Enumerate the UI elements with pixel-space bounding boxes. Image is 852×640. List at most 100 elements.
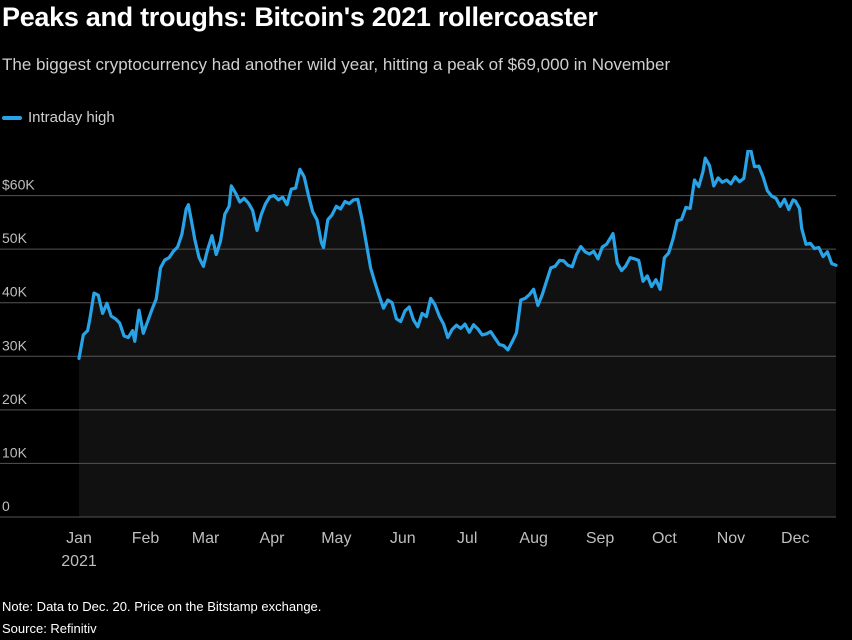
y-tick-label: 50K <box>2 230 28 246</box>
data-point <box>597 258 599 260</box>
data-point <box>322 246 325 249</box>
data-point <box>721 181 724 183</box>
legend-label: Intraday high <box>28 109 115 126</box>
x-tick-label: May <box>321 530 351 547</box>
data-point <box>489 330 492 333</box>
data-point <box>260 213 263 216</box>
y-tick-label: 30K <box>2 337 28 353</box>
data-point <box>698 185 700 188</box>
data-point <box>185 208 187 210</box>
data-point <box>273 194 275 197</box>
data-point <box>730 183 732 185</box>
data-point <box>294 187 297 189</box>
x-tick-label: Jan <box>66 530 92 547</box>
data-point <box>455 324 458 326</box>
data-point <box>592 250 595 253</box>
data-point <box>485 333 488 335</box>
data-point <box>545 280 548 283</box>
y-tick-label: 0 <box>2 498 10 514</box>
x-tick-label: Apr <box>260 530 286 547</box>
data-point <box>434 304 436 306</box>
price-chart: 0 10K 20K 30K 40K 50K $60K Jan 2021 Feb Mar Apr May J… <box>0 150 838 570</box>
data-point <box>303 176 306 178</box>
data-point <box>813 247 816 250</box>
data-point <box>734 176 736 178</box>
data-point <box>421 312 423 315</box>
data-point <box>524 297 526 300</box>
chart-source: Source: Refinitiv <box>2 621 97 636</box>
data-point <box>605 243 608 246</box>
data-point <box>747 150 749 151</box>
data-point <box>399 320 402 323</box>
data-point <box>601 246 604 248</box>
data-point <box>176 246 179 248</box>
data-point <box>571 266 573 268</box>
data-point <box>97 294 100 296</box>
data-point <box>588 253 591 255</box>
data-point <box>82 334 85 336</box>
data-point <box>339 208 342 210</box>
data-point <box>320 241 323 243</box>
y-tick-label: 10K <box>2 444 28 460</box>
data-point <box>637 259 640 262</box>
x-tick-label: Dec <box>781 530 809 547</box>
x-tick-label: Jun <box>390 530 416 547</box>
data-point <box>88 319 91 321</box>
data-point <box>507 349 509 351</box>
data-point <box>743 177 745 180</box>
data-point <box>277 199 280 201</box>
data-point <box>798 207 801 210</box>
legend: Intraday high <box>2 109 115 126</box>
data-point <box>550 267 552 269</box>
data-point <box>361 218 363 221</box>
x-tick-label: Oct <box>652 530 677 547</box>
data-point <box>417 326 419 328</box>
data-point <box>835 264 837 266</box>
y-tick-label: 40K <box>2 284 28 300</box>
data-point <box>86 329 89 332</box>
data-point <box>532 288 535 291</box>
data-point <box>704 157 706 159</box>
data-point <box>234 192 237 194</box>
data-point <box>369 267 372 269</box>
data-point <box>378 295 381 297</box>
data-point <box>151 308 153 311</box>
data-point <box>693 179 696 181</box>
data-point <box>395 318 398 320</box>
x-tick-label: Feb <box>132 530 160 547</box>
data-point <box>758 165 760 167</box>
data-point <box>93 292 95 294</box>
data-point <box>792 199 794 201</box>
data-point <box>520 299 522 301</box>
data-point <box>311 210 314 213</box>
data-point <box>477 328 479 330</box>
data-point <box>447 336 449 339</box>
data-point <box>172 250 175 253</box>
data-point <box>78 357 80 360</box>
data-point <box>357 198 359 201</box>
data-point <box>498 343 501 346</box>
data-point <box>818 246 820 249</box>
data-point <box>753 165 756 168</box>
data-point <box>725 179 728 181</box>
data-point <box>575 253 578 256</box>
data-point <box>584 251 586 253</box>
data-point <box>558 259 561 262</box>
data-point <box>762 176 764 178</box>
data-point <box>629 256 631 259</box>
data-point <box>164 259 166 261</box>
data-point <box>123 335 125 337</box>
data-point <box>554 265 556 268</box>
data-point <box>374 281 376 284</box>
data-point <box>562 260 565 262</box>
x-tick-label: Jul <box>457 530 477 547</box>
data-point <box>198 256 200 259</box>
data-point <box>438 315 441 317</box>
data-point <box>181 233 183 235</box>
data-point <box>239 201 241 203</box>
data-point <box>468 331 471 333</box>
data-point <box>794 200 797 202</box>
x-tick-label: Sep <box>586 530 615 547</box>
data-point <box>408 306 411 308</box>
legend-swatch <box>2 115 22 120</box>
